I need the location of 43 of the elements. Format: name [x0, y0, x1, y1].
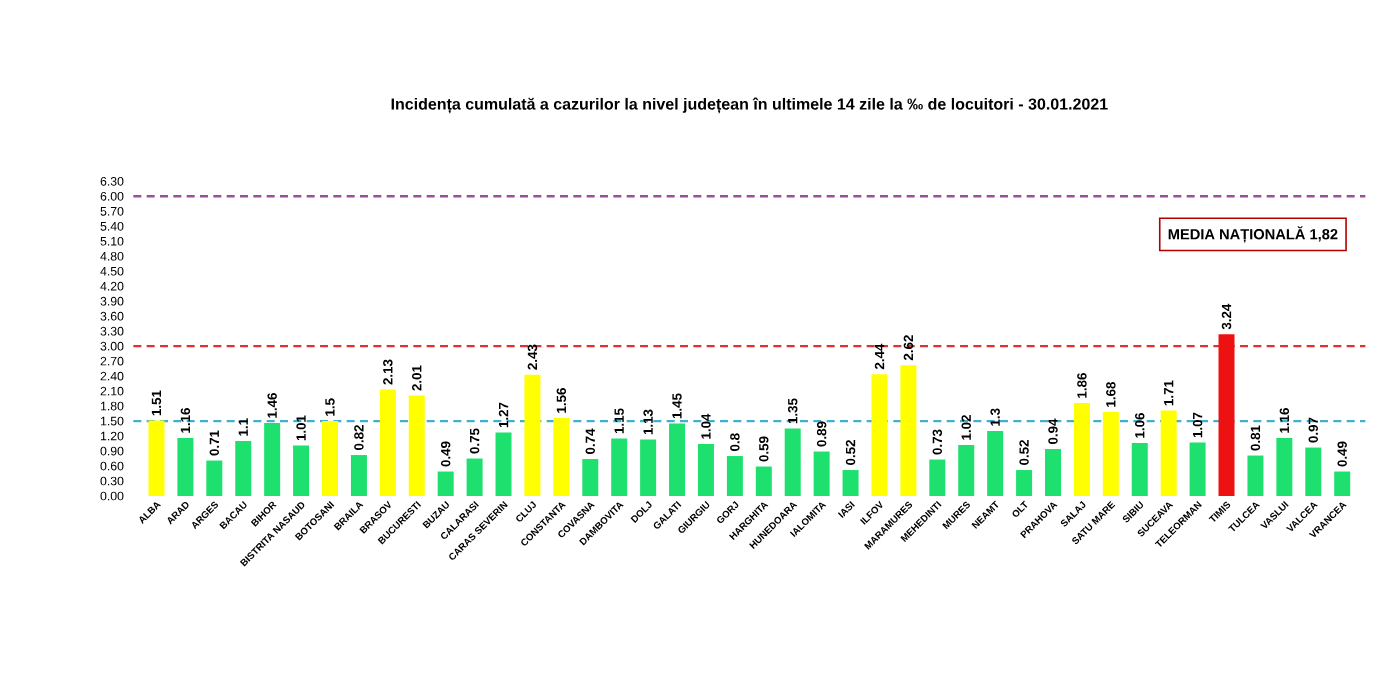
bar	[1073, 403, 1090, 496]
bar	[495, 432, 512, 496]
bar	[322, 421, 338, 496]
bar	[379, 389, 396, 496]
bar	[293, 445, 310, 496]
bar	[1305, 447, 1322, 496]
bar	[1160, 410, 1177, 496]
bar	[726, 456, 743, 496]
bar	[582, 459, 599, 496]
bar	[1334, 471, 1351, 496]
bar	[1102, 412, 1119, 496]
bar	[640, 439, 657, 496]
bar	[1276, 438, 1293, 496]
bar	[235, 441, 252, 496]
bar	[1247, 455, 1264, 496]
chart-title: Incidența cumulată a cazurilor la nivel județean în ultimele 14 zile la ‰ de locuitori - 30.01.2021	[391, 97, 1108, 114]
bar	[1016, 470, 1033, 496]
bar	[206, 460, 223, 496]
bar	[1131, 443, 1148, 496]
bar	[466, 458, 483, 496]
bar	[755, 466, 772, 496]
bar	[987, 431, 1004, 496]
bar	[350, 455, 367, 496]
bar	[813, 451, 830, 496]
bar	[611, 438, 628, 496]
bar	[437, 471, 454, 496]
bar	[264, 423, 281, 496]
bar	[1045, 449, 1061, 496]
bar	[784, 428, 801, 496]
bar	[958, 445, 975, 496]
bar	[524, 374, 541, 496]
bar	[929, 459, 946, 496]
bar	[177, 438, 194, 496]
bar	[697, 444, 714, 496]
bar	[1218, 334, 1235, 496]
bar	[842, 470, 859, 496]
bar	[900, 365, 917, 496]
bar	[148, 420, 165, 496]
bar	[1189, 442, 1206, 496]
bar	[871, 374, 888, 496]
bar	[408, 395, 425, 496]
bar	[553, 418, 570, 496]
bar	[669, 423, 686, 496]
